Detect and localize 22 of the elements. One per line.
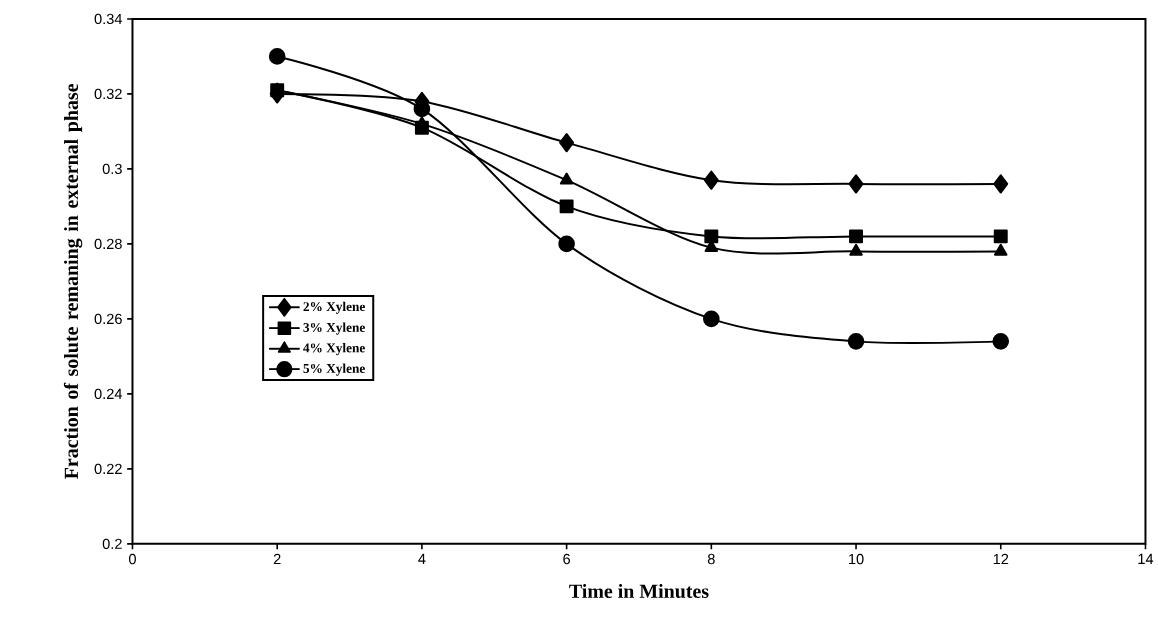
y-tick-label: 0.32 [94, 88, 122, 100]
x-tick-label: 14 [1138, 554, 1154, 565]
legend-label: 5% Xylene [303, 363, 365, 376]
y-tick-label: 0.28 [94, 238, 122, 250]
x-tick-label: 10 [849, 554, 864, 565]
y-tick-label: 0.26 [94, 313, 122, 325]
legend-label: 4% Xylene [303, 343, 365, 356]
y-axis-title: Fraction of solute remaning in external phase [63, 84, 83, 480]
x-tick-label: 0 [128, 554, 136, 565]
y-tick-label: 0.24 [94, 388, 123, 400]
y-tick-label: 0.3 [102, 163, 122, 175]
y-tick-label: 0.34 [94, 14, 123, 25]
y-tick-label: 0.22 [94, 463, 122, 475]
legend-label: 3% Xylene [303, 322, 365, 335]
x-tick-label: 4 [418, 554, 426, 565]
y-tick-label: 0.2 [102, 538, 122, 550]
x-tick-label: 6 [563, 554, 571, 565]
x-tick-label: 2 [273, 554, 281, 565]
x-axis-title: Time in Minutes [569, 584, 709, 599]
x-tick-label: 8 [707, 554, 715, 565]
x-tick-label: 12 [993, 554, 1009, 565]
legend-label: 2% Xylene [303, 301, 365, 315]
